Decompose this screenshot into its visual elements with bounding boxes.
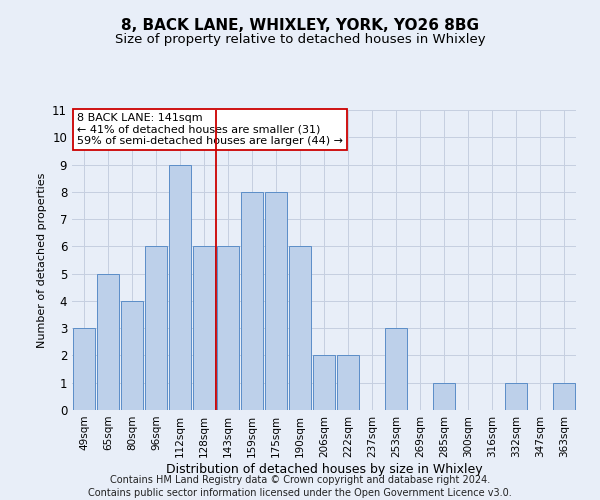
- Y-axis label: Number of detached properties: Number of detached properties: [37, 172, 47, 348]
- Bar: [121, 301, 143, 410]
- Bar: [97, 274, 119, 410]
- Bar: [241, 192, 263, 410]
- Bar: [385, 328, 407, 410]
- Text: 8 BACK LANE: 141sqm
← 41% of detached houses are smaller (31)
59% of semi-detach: 8 BACK LANE: 141sqm ← 41% of detached ho…: [77, 113, 343, 146]
- Bar: [265, 192, 287, 410]
- Bar: [337, 356, 359, 410]
- Text: 8, BACK LANE, WHIXLEY, YORK, YO26 8BG: 8, BACK LANE, WHIXLEY, YORK, YO26 8BG: [121, 18, 479, 32]
- Bar: [289, 246, 311, 410]
- Bar: [145, 246, 167, 410]
- Bar: [505, 382, 527, 410]
- Bar: [193, 246, 215, 410]
- X-axis label: Distribution of detached houses by size in Whixley: Distribution of detached houses by size …: [166, 462, 482, 475]
- Text: Contains HM Land Registry data © Crown copyright and database right 2024.: Contains HM Land Registry data © Crown c…: [110, 475, 490, 485]
- Bar: [73, 328, 95, 410]
- Bar: [169, 164, 191, 410]
- Bar: [313, 356, 335, 410]
- Text: Contains public sector information licensed under the Open Government Licence v3: Contains public sector information licen…: [88, 488, 512, 498]
- Bar: [433, 382, 455, 410]
- Bar: [553, 382, 575, 410]
- Bar: [217, 246, 239, 410]
- Text: Size of property relative to detached houses in Whixley: Size of property relative to detached ho…: [115, 32, 485, 46]
